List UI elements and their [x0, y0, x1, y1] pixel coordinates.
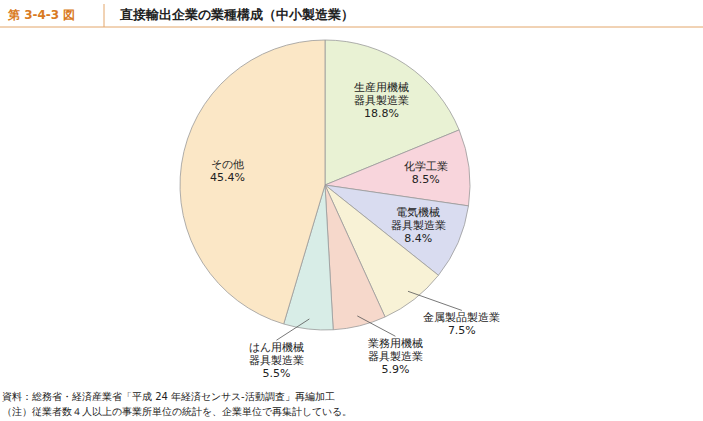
slice-value: 18.8%: [364, 107, 399, 120]
slice-value: 8.4%: [404, 232, 432, 245]
chart-svg: 第 3-4-3 図直接輸出企業の業種構成（中小製造業）生産用機械器具製造業18.…: [0, 0, 703, 421]
slice-label-line: その他: [211, 158, 244, 171]
slice-value: 5.5%: [263, 367, 291, 380]
figure-label: 第 3-4-3 図: [7, 8, 75, 22]
data-labels: 生産用機械器具製造業18.8%化学工業8.5%電気機械器具製造業8.4%金属製品…: [210, 81, 500, 380]
slice-label-line: 業務用機械: [368, 337, 423, 350]
slice-value: 8.5%: [412, 173, 440, 186]
slice-label: 化学工業: [404, 160, 448, 173]
slice-value: 45.4%: [210, 171, 245, 184]
chart-container: 第 3-4-3 図直接輸出企業の業種構成（中小製造業）生産用機械器具製造業18.…: [0, 0, 703, 421]
slice-label-line: 金属製品製造業: [423, 311, 500, 324]
slice-label-line: 器具製造業: [391, 219, 446, 232]
slice-label: 電気機械器具製造業: [391, 206, 446, 232]
slice-label: その他: [211, 158, 244, 171]
slice-label-line: 器具製造業: [249, 354, 304, 367]
slice-value: 7.5%: [448, 324, 476, 337]
leader-line: [408, 291, 462, 310]
header-divider: [104, 4, 105, 27]
slice-label-line: 生産用機械: [354, 81, 409, 94]
slice-label: 業務用機械器具製造業: [368, 337, 423, 363]
slice-label-line: 化学工業: [404, 160, 448, 173]
leader-line: [357, 316, 395, 336]
leader-line: [276, 319, 309, 340]
header-rule: [0, 27, 703, 28]
pie-slice: [325, 185, 385, 330]
slice-label-line: 器具製造業: [368, 350, 423, 363]
slice-label: 生産用機械器具製造業: [354, 81, 409, 107]
slice-label: 金属製品製造業: [423, 311, 500, 324]
pie: [180, 40, 470, 330]
slice-value: 5.9%: [381, 363, 409, 376]
pie-slice: [180, 40, 325, 324]
slice-label-line: はん用機械: [249, 341, 304, 354]
source-note: 資料：総務省・経済産業省「平成 24 年経済センサス-活動調査」再編加工: [2, 391, 335, 402]
chart-title: 直接輸出企業の業種構成（中小製造業）: [119, 7, 354, 22]
slice-label-line: 器具製造業: [354, 94, 409, 107]
footnote: （注）従業者数４人以上の事業所単位の統計を、企業単位で再集計している。: [2, 406, 352, 417]
slice-label: はん用機械器具製造業: [249, 341, 304, 367]
slice-label-line: 電気機械: [396, 206, 440, 219]
